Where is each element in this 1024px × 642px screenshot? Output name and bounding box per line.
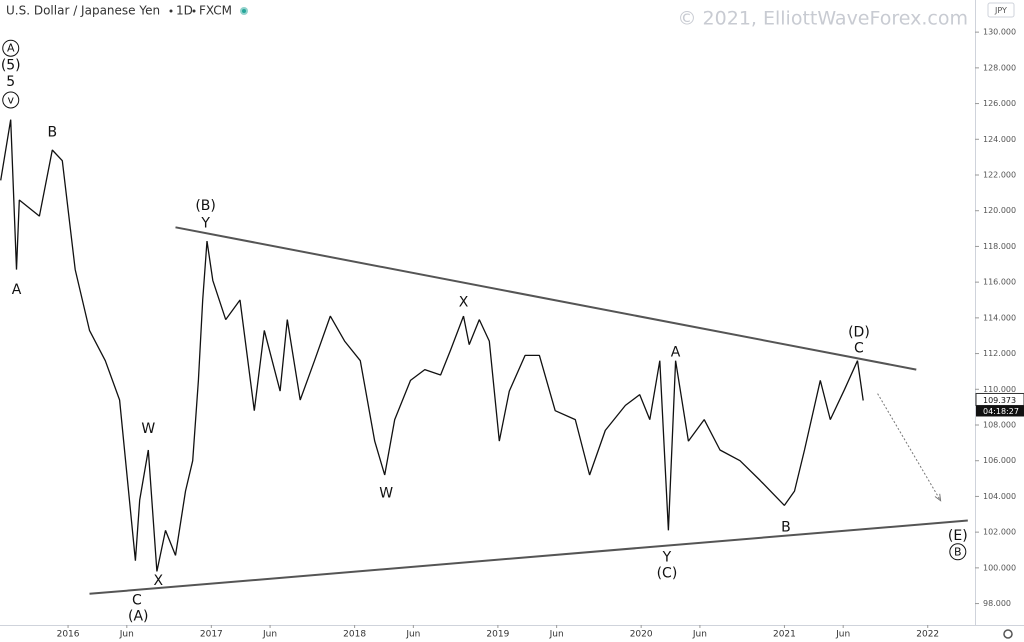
x-tick-label: 2018 xyxy=(343,630,366,640)
wave-label: C xyxy=(854,341,864,357)
wave-label: Y xyxy=(200,216,210,232)
wave-label: A xyxy=(671,344,681,360)
wave-label: (5) xyxy=(1,58,21,74)
y-tick-label: 122.000 xyxy=(983,171,1016,180)
trendline xyxy=(89,519,968,595)
x-tick-label: 2016 xyxy=(57,630,80,640)
annotation-circle xyxy=(2,91,20,109)
wave-label: (E) xyxy=(948,528,968,544)
currency-label[interactable]: JPY xyxy=(994,6,1007,15)
wave-label: (B) xyxy=(195,198,216,214)
wave-label: A xyxy=(7,42,15,55)
wave-label: A xyxy=(12,282,22,298)
wave-label: (A) xyxy=(128,609,149,625)
wave-label: v xyxy=(7,94,14,107)
x-tick-label: Jun xyxy=(692,630,707,640)
wave-label: (D) xyxy=(848,325,870,341)
x-tick-label: 2021 xyxy=(773,630,796,640)
countdown-label: 04:18:27 xyxy=(983,407,1019,416)
y-tick-label: 102.000 xyxy=(983,528,1016,537)
status-dot xyxy=(242,9,246,13)
separator xyxy=(169,9,173,13)
wave-label: 5 xyxy=(6,74,15,90)
y-tick-label: 118.000 xyxy=(983,242,1016,251)
x-tick-label: 2019 xyxy=(486,630,509,640)
currency-box[interactable] xyxy=(987,2,1015,18)
x-tick-label: 2020 xyxy=(630,630,653,640)
wave-label: B xyxy=(781,519,791,535)
y-tick-label: 116.000 xyxy=(983,278,1016,287)
symbol-name: U.S. Dollar / Japanese Yen xyxy=(6,4,160,18)
x-tick-label: Jun xyxy=(119,630,134,640)
wave-label: X xyxy=(154,573,164,589)
last-price-label: 109.373 xyxy=(983,396,1016,405)
interval: 1D xyxy=(176,4,193,18)
wave-label: W xyxy=(379,485,393,501)
y-tick-label: 108.000 xyxy=(983,421,1016,430)
x-tick-label: Jun xyxy=(835,630,850,640)
wave-label: X xyxy=(459,294,469,310)
separator xyxy=(192,9,196,13)
watermark: © 2021, ElliottWaveForex.com xyxy=(678,8,968,30)
y-tick-label: 124.000 xyxy=(983,135,1016,144)
y-tick-label: 110.000 xyxy=(983,385,1016,394)
wave-label: B xyxy=(47,125,57,141)
y-tick-label: 106.000 xyxy=(983,456,1016,465)
y-tick-label: 120.000 xyxy=(983,206,1016,215)
x-tick-label: Jun xyxy=(405,630,420,640)
y-tick-label: 128.000 xyxy=(983,63,1016,72)
trendline xyxy=(175,226,917,371)
annotation-circle xyxy=(2,39,20,57)
wave-label: B xyxy=(954,545,962,558)
y-tick-label: 126.000 xyxy=(983,99,1016,108)
y-tick-label: 114.000 xyxy=(983,313,1016,322)
wave-label: (C) xyxy=(657,566,678,582)
projection-arrow xyxy=(877,393,942,501)
countdown-tag xyxy=(976,405,1024,417)
arrow-head xyxy=(934,493,942,502)
y-tick-label: 104.000 xyxy=(983,492,1016,501)
wave-label: Y xyxy=(662,550,672,566)
y-tick-label: 130.000 xyxy=(983,28,1016,37)
annotation-circle xyxy=(949,543,967,561)
x-tick-label: Jun xyxy=(549,630,564,640)
exchange: FXCM xyxy=(199,4,232,18)
wave-label: W xyxy=(141,421,155,437)
y-tick-label: 100.000 xyxy=(983,563,1016,572)
y-tick-label: 112.000 xyxy=(983,349,1016,358)
x-tick-label: 2017 xyxy=(200,630,223,640)
settings-icon[interactable] xyxy=(1003,629,1013,639)
wave-label: C xyxy=(132,593,142,609)
x-tick-label: Jun xyxy=(262,630,277,640)
price-line xyxy=(0,119,864,572)
y-tick-label: 98.000 xyxy=(983,599,1011,608)
x-tick-label: 2022 xyxy=(916,630,939,640)
